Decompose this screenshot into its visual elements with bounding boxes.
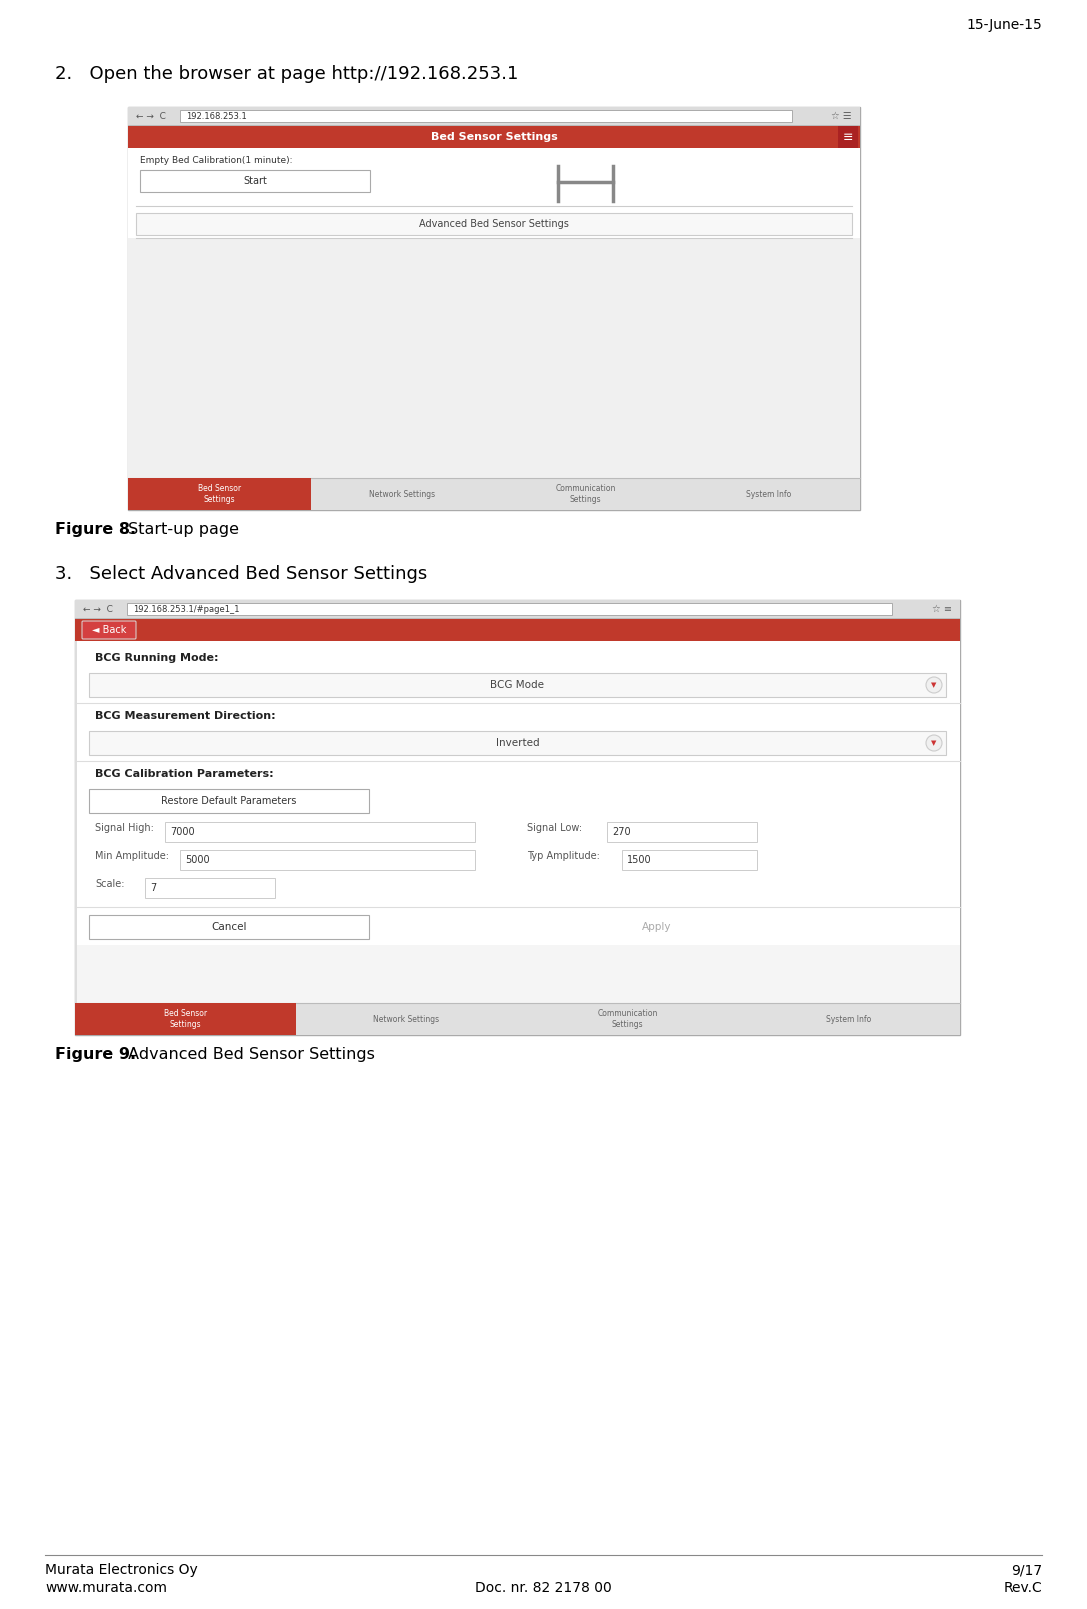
- Bar: [128, 478, 860, 510]
- Text: Bed Sensor Settings: Bed Sensor Settings: [430, 132, 558, 142]
- Text: System Info: System Info: [746, 489, 791, 499]
- Circle shape: [926, 677, 942, 693]
- Text: ← →  C: ← → C: [136, 111, 166, 121]
- Text: Advanced Bed Sensor Settings: Advanced Bed Sensor Settings: [123, 1047, 375, 1062]
- Text: www.murata.com: www.murata.com: [45, 1582, 167, 1595]
- Text: Network Settings: Network Settings: [374, 1015, 439, 1023]
- Bar: [89, 916, 368, 940]
- Bar: [128, 126, 860, 148]
- Bar: [128, 478, 311, 510]
- Text: Min Amplitude:: Min Amplitude:: [95, 851, 168, 861]
- Bar: [180, 850, 475, 870]
- Bar: [165, 822, 475, 842]
- Bar: [75, 619, 960, 640]
- Bar: [180, 109, 792, 122]
- Text: Signal Low:: Signal Low:: [527, 822, 583, 833]
- Text: System Info: System Info: [826, 1015, 871, 1023]
- Text: ◄ Back: ◄ Back: [91, 624, 126, 636]
- Text: Start: Start: [243, 175, 267, 187]
- Text: BCG Measurement Direction:: BCG Measurement Direction:: [95, 711, 276, 721]
- Text: Figure 9.: Figure 9.: [55, 1047, 136, 1062]
- Text: BCG Calibration Parameters:: BCG Calibration Parameters:: [95, 769, 274, 779]
- Bar: [128, 238, 860, 478]
- Text: ☆ ≡: ☆ ≡: [932, 603, 952, 615]
- Bar: [75, 640, 960, 1002]
- Text: ☆ ☰: ☆ ☰: [832, 111, 852, 121]
- Bar: [89, 788, 368, 813]
- Circle shape: [926, 735, 942, 751]
- Text: ▼: ▼: [932, 740, 937, 747]
- Bar: [89, 730, 946, 755]
- Bar: [145, 879, 275, 898]
- Text: ← →  C: ← → C: [83, 605, 113, 613]
- Text: Bed Sensor
Settings: Bed Sensor Settings: [198, 484, 241, 504]
- Text: Empty Bed Calibration(1 minute):: Empty Bed Calibration(1 minute):: [140, 156, 292, 166]
- Text: Signal High:: Signal High:: [95, 822, 154, 833]
- Text: 5000: 5000: [185, 854, 210, 866]
- Text: Apply: Apply: [642, 922, 672, 932]
- Bar: [75, 640, 77, 1002]
- Text: 9/17: 9/17: [1011, 1562, 1042, 1577]
- Bar: [127, 603, 892, 615]
- Text: BCG Mode: BCG Mode: [490, 681, 545, 690]
- Text: ≡: ≡: [842, 130, 853, 143]
- Text: 2.   Open the browser at page http://192.168.253.1: 2. Open the browser at page http://192.1…: [55, 64, 518, 84]
- Text: Advanced Bed Sensor Settings: Advanced Bed Sensor Settings: [420, 219, 569, 228]
- Text: 7000: 7000: [170, 827, 195, 837]
- Text: 7: 7: [150, 883, 157, 893]
- Bar: [75, 600, 960, 1035]
- Bar: [75, 600, 960, 618]
- Bar: [128, 108, 860, 126]
- Bar: [140, 171, 370, 191]
- Text: 15-June-15: 15-June-15: [966, 18, 1042, 32]
- Bar: [75, 1002, 296, 1035]
- Bar: [128, 148, 860, 478]
- Text: BCG Running Mode:: BCG Running Mode:: [95, 653, 218, 663]
- Text: Cancel: Cancel: [211, 922, 247, 932]
- Text: Murata Electronics Oy: Murata Electronics Oy: [45, 1562, 198, 1577]
- Text: Rev.C: Rev.C: [1003, 1582, 1042, 1595]
- Bar: [128, 108, 860, 510]
- Text: Inverted: Inverted: [496, 739, 539, 748]
- Bar: [75, 1002, 960, 1035]
- Bar: [89, 673, 946, 697]
- Text: 3.   Select Advanced Bed Sensor Settings: 3. Select Advanced Bed Sensor Settings: [55, 565, 427, 582]
- Text: 270: 270: [612, 827, 630, 837]
- Text: Typ Amplitude:: Typ Amplitude:: [527, 851, 600, 861]
- FancyBboxPatch shape: [82, 621, 136, 639]
- Text: 192.168.253.1: 192.168.253.1: [186, 111, 247, 121]
- Text: Communication
Settings: Communication Settings: [598, 1009, 658, 1028]
- Text: 192.168.253.1/#page1_1: 192.168.253.1/#page1_1: [133, 605, 239, 613]
- Bar: [838, 126, 858, 148]
- Text: Communication
Settings: Communication Settings: [555, 484, 615, 504]
- Text: Figure 8.: Figure 8.: [55, 521, 136, 537]
- Text: Network Settings: Network Settings: [370, 489, 436, 499]
- Bar: [75, 944, 960, 1002]
- Bar: [607, 822, 757, 842]
- Text: 1500: 1500: [627, 854, 651, 866]
- Bar: [622, 850, 757, 870]
- Text: Bed Sensor
Settings: Bed Sensor Settings: [164, 1009, 207, 1028]
- Text: Restore Default Parameters: Restore Default Parameters: [161, 796, 297, 806]
- Text: ▼: ▼: [932, 682, 937, 689]
- Text: Start-up page: Start-up page: [123, 521, 239, 537]
- Text: Doc. nr. 82 2178 00: Doc. nr. 82 2178 00: [475, 1582, 612, 1595]
- Bar: [136, 212, 852, 235]
- Text: Scale:: Scale:: [95, 879, 125, 890]
